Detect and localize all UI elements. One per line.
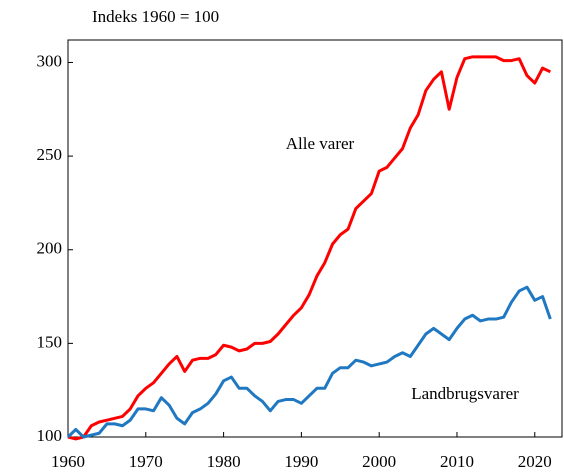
plot-frame	[67, 39, 563, 438]
series-label: Landbrugsvarer	[411, 384, 519, 403]
x-tick-label: 1960	[51, 452, 85, 471]
y-tick-label: 200	[37, 239, 63, 258]
data-line	[67, 55, 551, 441]
x-tick-label: 2010	[440, 452, 474, 471]
x-tick-label: 2000	[362, 452, 396, 471]
y-tick-label: 150	[37, 332, 63, 351]
y-tick-label: 100	[37, 426, 63, 445]
x-tick-label: 1980	[207, 452, 241, 471]
data-line	[66, 285, 552, 439]
y-tick-label: 250	[37, 145, 63, 164]
series-label: Alle varer	[286, 134, 355, 153]
x-tick-label: 1990	[284, 452, 318, 471]
y-tick-label: 300	[37, 51, 63, 70]
x-tick-label: 1970	[129, 452, 163, 471]
x-tick-label: 2020	[518, 452, 552, 471]
chart-subtitle: Indeks 1960 = 100	[92, 7, 219, 26]
